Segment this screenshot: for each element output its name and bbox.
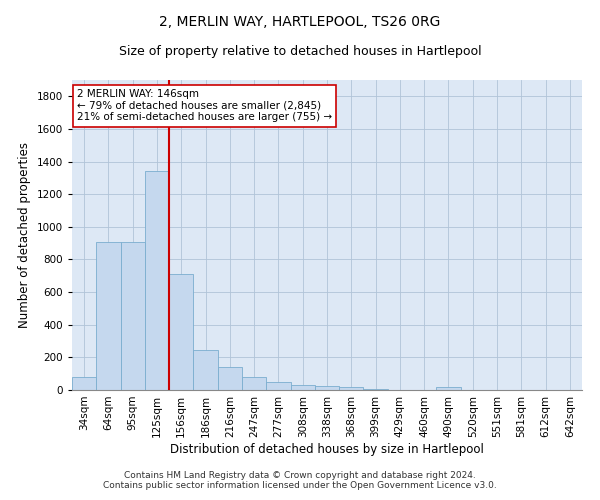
Y-axis label: Number of detached properties: Number of detached properties — [18, 142, 31, 328]
X-axis label: Distribution of detached houses by size in Hartlepool: Distribution of detached houses by size … — [170, 442, 484, 456]
Text: 2 MERLIN WAY: 146sqm
← 79% of detached houses are smaller (2,845)
21% of semi-de: 2 MERLIN WAY: 146sqm ← 79% of detached h… — [77, 90, 332, 122]
Bar — [169, 274, 193, 390]
Bar — [145, 172, 169, 390]
Bar — [121, 242, 145, 390]
Bar — [290, 386, 315, 390]
Text: Size of property relative to detached houses in Hartlepool: Size of property relative to detached ho… — [119, 45, 481, 58]
Bar — [315, 386, 339, 390]
Bar — [436, 387, 461, 390]
Text: 2, MERLIN WAY, HARTLEPOOL, TS26 0RG: 2, MERLIN WAY, HARTLEPOOL, TS26 0RG — [160, 15, 440, 29]
Bar — [266, 382, 290, 390]
Bar — [193, 350, 218, 390]
Bar — [339, 387, 364, 390]
Bar — [242, 378, 266, 390]
Bar — [364, 389, 388, 390]
Bar — [96, 242, 121, 390]
Text: Contains HM Land Registry data © Crown copyright and database right 2024.
Contai: Contains HM Land Registry data © Crown c… — [103, 470, 497, 490]
Bar — [72, 377, 96, 390]
Bar — [218, 367, 242, 390]
